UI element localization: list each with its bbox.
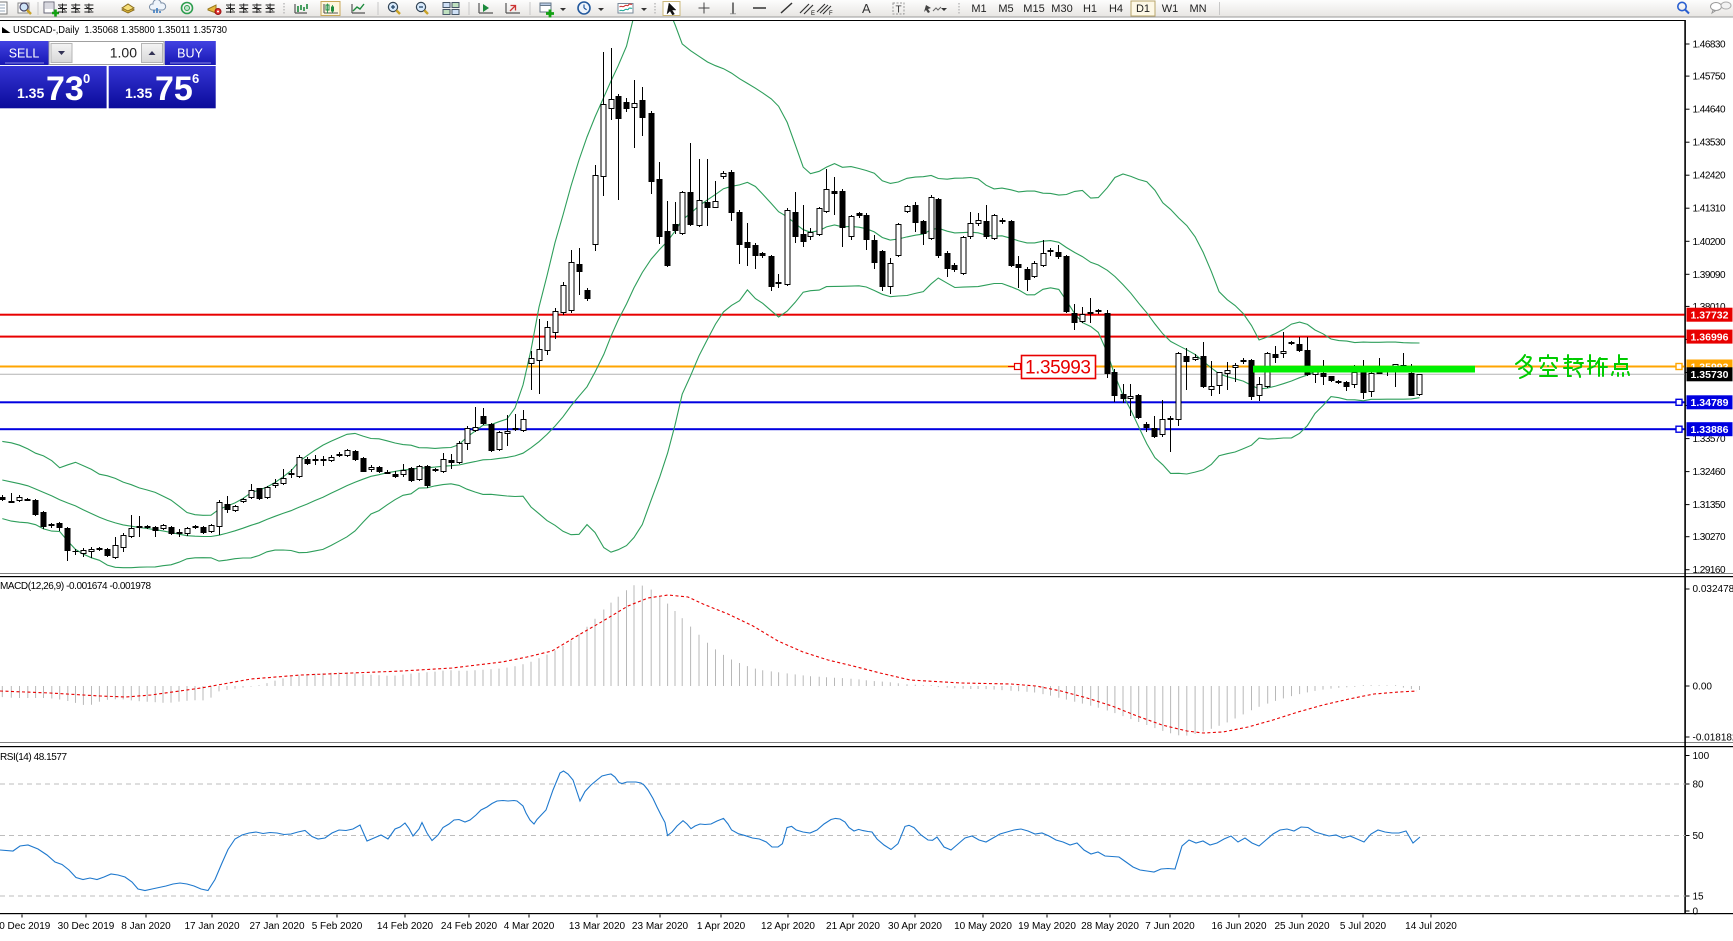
svg-text:1.30270: 1.30270 <box>1693 532 1726 543</box>
svg-text:1.32460: 1.32460 <box>1693 467 1726 478</box>
svg-text:1.39090: 1.39090 <box>1693 270 1726 281</box>
svg-text:1.40200: 1.40200 <box>1693 237 1726 248</box>
svg-text:1.29160: 1.29160 <box>1693 565 1726 576</box>
svg-text:D1: D1 <box>1136 3 1150 15</box>
svg-text:M15: M15 <box>1023 3 1044 15</box>
svg-text:M1: M1 <box>971 3 986 15</box>
svg-text:1.38010: 1.38010 <box>1693 302 1726 313</box>
svg-text:1.43530: 1.43530 <box>1693 138 1726 149</box>
svg-text:H1: H1 <box>1083 3 1097 15</box>
svg-text:1.00: 1.00 <box>110 45 137 61</box>
svg-text:1.35: 1.35 <box>125 85 152 101</box>
svg-text:73: 73 <box>46 70 84 108</box>
svg-text:12 Apr 2020: 12 Apr 2020 <box>761 921 815 932</box>
svg-text:25 Jun 2020: 25 Jun 2020 <box>1274 921 1329 932</box>
svg-text:20 Dec 2019: 20 Dec 2019 <box>0 921 51 932</box>
svg-text:24 Feb 2020: 24 Feb 2020 <box>441 921 498 932</box>
svg-text:SELL: SELL <box>9 47 40 61</box>
svg-text:19 May 2020: 19 May 2020 <box>1018 921 1076 932</box>
svg-text:28 May 2020: 28 May 2020 <box>1081 921 1139 932</box>
svg-text:0: 0 <box>83 71 90 86</box>
svg-text:-0.018182: -0.018182 <box>1693 733 1733 744</box>
svg-text:10 May 2020: 10 May 2020 <box>954 921 1012 932</box>
svg-text:A: A <box>862 1 871 16</box>
svg-text:1.45750: 1.45750 <box>1693 72 1726 83</box>
svg-text:23 Mar 2020: 23 Mar 2020 <box>632 921 689 932</box>
svg-text:1.42420: 1.42420 <box>1693 171 1726 182</box>
svg-text:15: 15 <box>1693 892 1705 903</box>
svg-text:1.41310: 1.41310 <box>1693 204 1726 215</box>
svg-text:16 Jun 2020: 16 Jun 2020 <box>1211 921 1266 932</box>
svg-text:1.46830: 1.46830 <box>1693 40 1726 51</box>
svg-text:50: 50 <box>1693 831 1705 842</box>
svg-text:30 Dec 2019: 30 Dec 2019 <box>58 921 115 932</box>
svg-text:1 Apr 2020: 1 Apr 2020 <box>697 921 746 932</box>
svg-text:W1: W1 <box>1162 3 1179 15</box>
svg-text:1.35993: 1.35993 <box>1025 358 1091 379</box>
svg-text:F: F <box>829 11 833 17</box>
svg-text:1.35: 1.35 <box>17 85 44 101</box>
svg-text:75: 75 <box>155 70 193 108</box>
svg-text:14 Jul 2020: 14 Jul 2020 <box>1405 921 1457 932</box>
svg-text:USDCAD-,Daily 1.35068 1.35800: USDCAD-,Daily 1.35068 1.35800 1.35011 1.… <box>13 24 227 36</box>
svg-text:5 Feb 2020: 5 Feb 2020 <box>312 921 363 932</box>
svg-text:RSI(14) 48.1577: RSI(14) 48.1577 <box>0 752 67 763</box>
svg-text:0.032478: 0.032478 <box>1693 584 1733 595</box>
svg-text:BUY: BUY <box>177 47 203 61</box>
svg-text:1.37732: 1.37732 <box>1691 310 1729 322</box>
svg-text:4 Mar 2020: 4 Mar 2020 <box>504 921 555 932</box>
svg-text:T: T <box>896 5 902 16</box>
svg-text:M30: M30 <box>1051 3 1072 15</box>
svg-text:27 Jan 2020: 27 Jan 2020 <box>249 921 304 932</box>
svg-text:MACD(12,26,9) -0.001674 -0.001: MACD(12,26,9) -0.001674 -0.001978 <box>0 581 151 592</box>
svg-text:1.33570: 1.33570 <box>1693 434 1726 445</box>
svg-text:MN: MN <box>1189 3 1206 15</box>
svg-text:1.34789: 1.34789 <box>1691 397 1729 409</box>
svg-text:1.36996: 1.36996 <box>1691 331 1729 343</box>
svg-text:1.44640: 1.44640 <box>1693 105 1726 116</box>
svg-text:6: 6 <box>192 71 199 86</box>
svg-text:17 Jan 2020: 17 Jan 2020 <box>184 921 239 932</box>
svg-text:13 Mar 2020: 13 Mar 2020 <box>569 921 626 932</box>
svg-text:100: 100 <box>1693 751 1710 762</box>
svg-text:E: E <box>811 11 815 17</box>
svg-text:80: 80 <box>1693 780 1705 791</box>
svg-text:5 Jul 2020: 5 Jul 2020 <box>1340 921 1387 932</box>
svg-text:H4: H4 <box>1109 3 1123 15</box>
svg-text:21 Apr 2020: 21 Apr 2020 <box>826 921 880 932</box>
svg-text:0: 0 <box>1693 907 1699 918</box>
svg-text:14 Feb 2020: 14 Feb 2020 <box>377 921 434 932</box>
svg-text:1.35730: 1.35730 <box>1691 369 1729 381</box>
svg-text:0.00: 0.00 <box>1693 682 1713 693</box>
svg-text:1.33886: 1.33886 <box>1691 424 1729 436</box>
svg-text:7 Jun 2020: 7 Jun 2020 <box>1145 921 1195 932</box>
svg-text:1.31350: 1.31350 <box>1693 500 1726 511</box>
svg-text:8 Jan 2020: 8 Jan 2020 <box>121 921 171 932</box>
svg-text:M5: M5 <box>998 3 1013 15</box>
svg-text:30 Apr 2020: 30 Apr 2020 <box>888 921 942 932</box>
